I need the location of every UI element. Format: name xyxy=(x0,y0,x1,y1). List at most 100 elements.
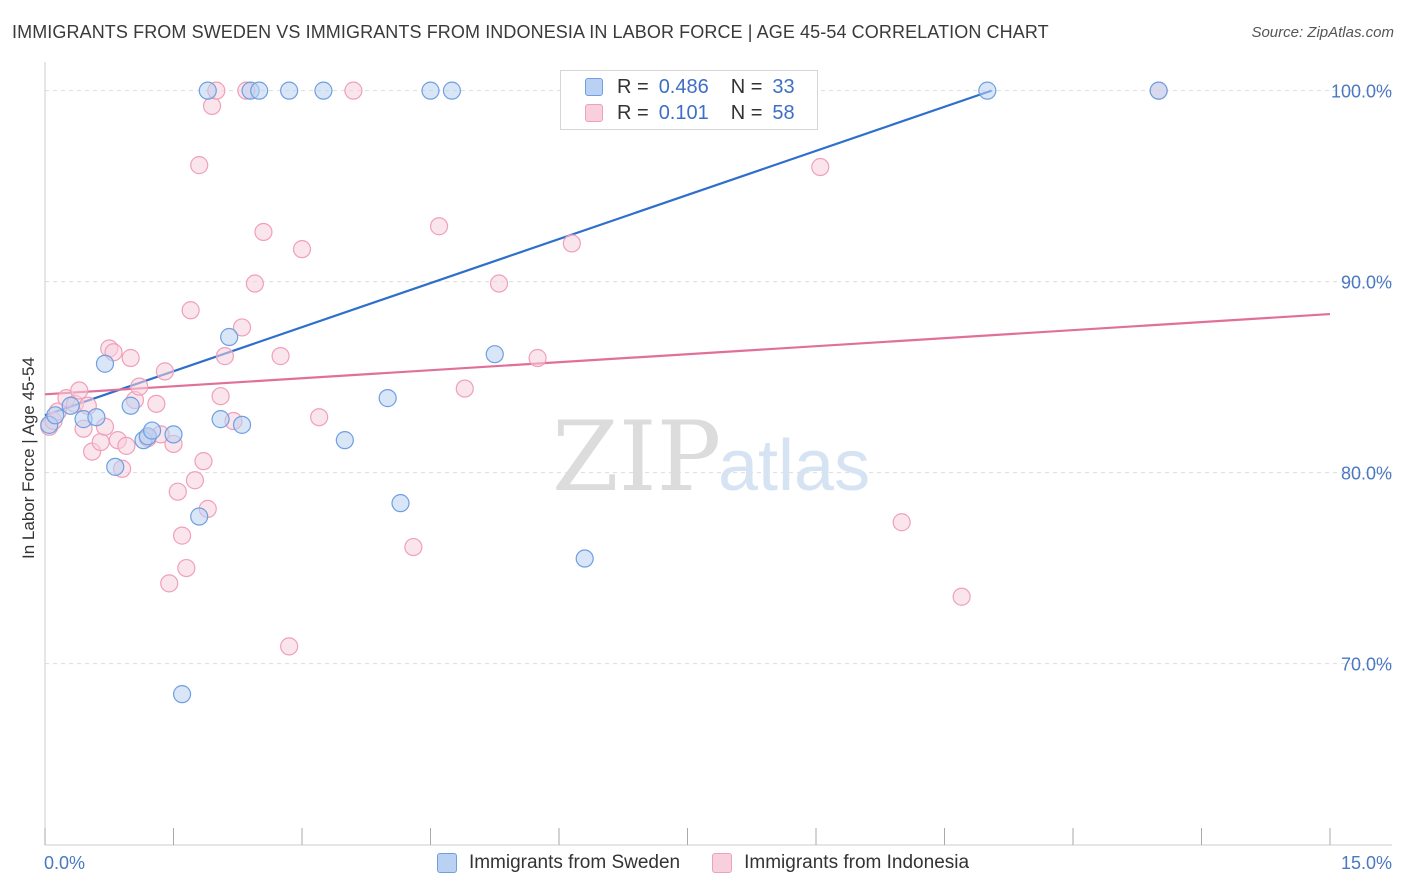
indonesia-point xyxy=(215,347,234,366)
sweden-point xyxy=(314,81,333,100)
sweden-point xyxy=(164,425,183,444)
legend-r-value: 0.101 xyxy=(658,101,709,124)
sweden-point xyxy=(220,327,239,347)
indonesia-point xyxy=(147,394,166,413)
legend-n-value: 33 xyxy=(772,75,795,98)
sweden-point xyxy=(61,396,80,415)
watermark-atlas: atlas xyxy=(718,426,870,506)
sweden-point xyxy=(280,81,299,100)
sweden-point xyxy=(172,685,192,704)
y-tick-label: 70.0% xyxy=(1341,655,1392,675)
watermark-zip: ZIP xyxy=(552,401,721,513)
legend-label-indonesia: Immigrants from Indonesia xyxy=(744,852,970,873)
indonesia-swatch xyxy=(585,104,603,122)
sweden-legend-swatch xyxy=(436,853,457,873)
sweden-point xyxy=(335,431,354,450)
data-points xyxy=(40,81,1168,704)
legend-r-label: R = xyxy=(617,101,649,124)
legend-n-label: N = xyxy=(730,75,763,98)
y-tick-label: 80.0% xyxy=(1341,464,1392,484)
legend-n-value: 58 xyxy=(772,101,795,124)
sweden-trend-line xyxy=(44,89,992,417)
sweden-point xyxy=(142,421,162,440)
y-axis-label: In Labor Force | Age 45-54 xyxy=(19,357,38,559)
legend-item-sweden: Immigrants from Sweden xyxy=(436,852,681,874)
sweden-point xyxy=(485,345,504,364)
watermark: ZIP atlas xyxy=(552,401,870,513)
axes xyxy=(44,62,1392,846)
y-tick-label: 90.0% xyxy=(1341,273,1392,293)
sweden-point xyxy=(978,81,997,100)
tick-labels: 70.0% 80.0% 90.0% 100.0% 0.0% 15.0% xyxy=(44,82,1392,873)
sweden-point xyxy=(442,81,462,100)
indonesia-point xyxy=(455,379,474,398)
indonesia-point xyxy=(344,81,363,100)
indonesia-point xyxy=(91,432,110,452)
indonesia-point xyxy=(168,482,187,501)
sweden-point xyxy=(106,457,125,476)
indonesia-point xyxy=(245,274,264,293)
sweden-point xyxy=(211,410,230,429)
x-tick-label-end: 15.0% xyxy=(1341,853,1392,873)
sweden-point xyxy=(46,406,65,425)
indonesia-point xyxy=(429,217,449,236)
indonesia-point xyxy=(211,387,230,406)
chart-title: IMMIGRANTS FROM SWEDEN VS IMMIGRANTS FRO… xyxy=(12,22,1049,42)
indonesia-point xyxy=(202,96,222,116)
sweden-point xyxy=(391,494,410,513)
indonesia-point xyxy=(892,513,911,532)
sweden-swatch xyxy=(585,78,603,96)
grid xyxy=(45,90,1392,665)
sweden-point xyxy=(198,81,217,100)
indonesia-point xyxy=(232,318,252,337)
indonesia-point xyxy=(271,347,290,366)
legend-item-indonesia: Immigrants from Indonesia xyxy=(712,852,969,874)
indonesia-point xyxy=(811,157,830,177)
indonesia-point xyxy=(489,274,509,293)
indonesia-trend-line xyxy=(44,312,1331,396)
indonesia-point xyxy=(254,222,273,242)
trend-lines xyxy=(44,89,1331,417)
x-tick-label-start: 0.0% xyxy=(44,853,85,873)
indonesia-point xyxy=(155,362,175,381)
indonesia-point xyxy=(177,558,196,578)
sweden-point xyxy=(421,81,440,100)
correlation-legend: R = 0.486 N = 33 R = 0.101 N = 58 xyxy=(560,70,818,130)
indonesia-point xyxy=(280,637,299,656)
indonesia-point xyxy=(528,348,547,368)
sweden-point xyxy=(87,408,106,427)
indonesia-point xyxy=(952,587,971,606)
indonesia-point xyxy=(121,348,140,368)
legend-r-label: R = xyxy=(617,75,649,98)
legend-n-label: N = xyxy=(730,101,763,124)
indonesia-point xyxy=(185,471,205,490)
indonesia-point xyxy=(70,381,89,400)
legend-row-sweden: R = 0.486 N = 33 xyxy=(585,75,795,99)
legend-label-sweden: Immigrants from Sweden xyxy=(468,852,681,873)
sweden-point xyxy=(250,81,269,100)
indonesia-point xyxy=(194,452,213,471)
indonesia-point xyxy=(181,301,200,320)
indonesia-point xyxy=(172,526,192,545)
sweden-point xyxy=(378,389,397,408)
y-tick-label: 100.0% xyxy=(1331,82,1392,102)
sweden-point xyxy=(575,549,594,568)
chart-source: Source: ZipAtlas.com xyxy=(1251,24,1394,41)
sweden-point xyxy=(190,507,209,526)
series-legend: Immigrants from Sweden Immigrants from I… xyxy=(0,852,1406,874)
sweden-point xyxy=(1149,81,1168,100)
indonesia-point xyxy=(292,240,312,259)
indonesia-point xyxy=(404,537,423,557)
legend-row-indonesia: R = 0.101 N = 58 xyxy=(585,101,795,125)
sweden-point xyxy=(95,354,115,373)
indonesia-legend-swatch xyxy=(712,853,733,873)
sweden-point xyxy=(232,415,252,434)
indonesia-point xyxy=(130,377,149,396)
legend-r-value: 0.486 xyxy=(658,75,709,98)
indonesia-point xyxy=(190,156,209,175)
sweden-point xyxy=(121,396,140,415)
indonesia-point xyxy=(117,436,136,455)
indonesia-point xyxy=(160,574,179,593)
indonesia-point xyxy=(310,408,329,427)
